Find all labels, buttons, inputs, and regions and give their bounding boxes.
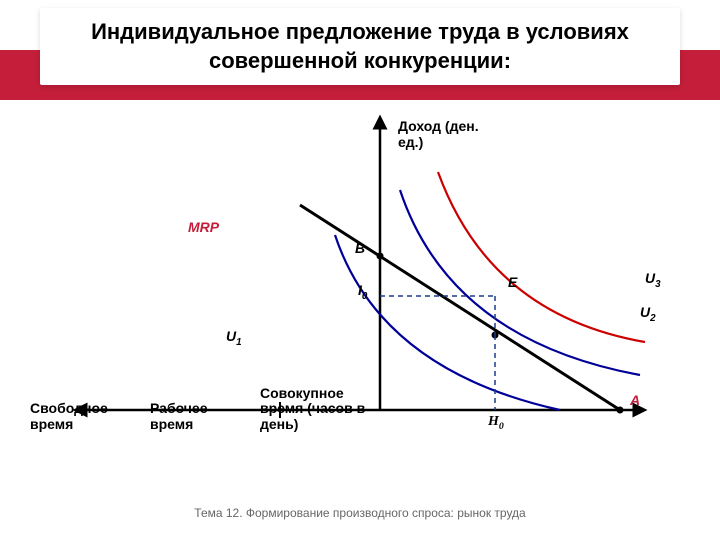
u1-label: U1 (226, 328, 242, 348)
point-e-label: E (508, 274, 517, 290)
slide-footer: Тема 12. Формирование производного спрос… (0, 506, 720, 520)
x-label-total-time: Совокупное время (часов в день) (260, 386, 380, 432)
point-b-label: B (355, 240, 365, 256)
u2-label: U2 (640, 304, 656, 324)
curve-u1 (335, 235, 560, 410)
point-a (617, 407, 624, 414)
budget-line (300, 205, 620, 410)
h0-label: H0 (488, 414, 504, 432)
title-box: Индивидуальное предложение труда в услов… (40, 8, 680, 85)
slide-header: Индивидуальное предложение труда в услов… (0, 0, 720, 100)
slide-title: Индивидуальное предложение труда в услов… (60, 18, 660, 75)
mrp-label: MRP (185, 219, 222, 235)
u3-label: U3 (645, 270, 661, 290)
i0-label: I0 (358, 282, 367, 302)
point-a-label: A (630, 392, 640, 408)
point-b (377, 253, 384, 260)
x-label-work-time: Рабочее время (150, 400, 240, 432)
x-label-free-time: Свободное время (30, 400, 130, 432)
curve-u3 (438, 172, 645, 342)
chart-area: Доход (ден. ед.) MRP B A E U1 U2 U3 I0 H… (0, 110, 720, 470)
y-axis-label: Доход (ден. ед.) (398, 118, 498, 150)
